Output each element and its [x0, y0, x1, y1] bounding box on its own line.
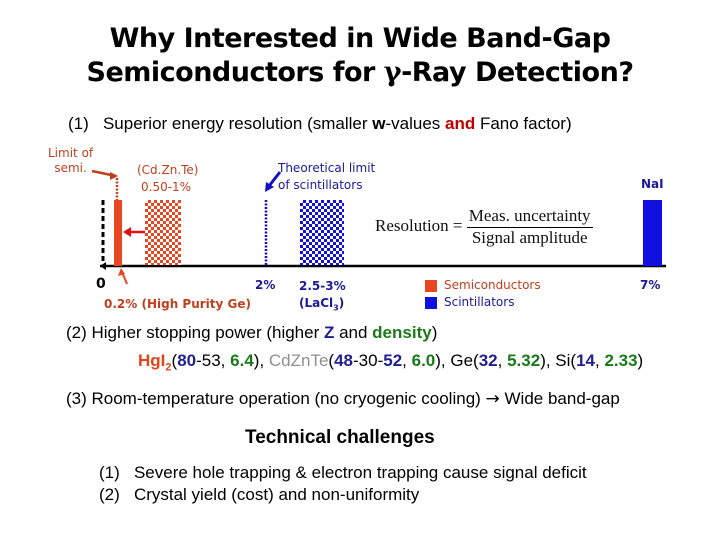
- text: -30-: [353, 351, 384, 370]
- text: ),: [435, 351, 451, 370]
- legend-item-semiconductors: Semiconductors: [425, 277, 541, 294]
- theoretical-limit-label: Theoretical limit of scintillators: [278, 160, 375, 194]
- cdznte-name: (Cd.Zn.Te): [137, 163, 199, 177]
- ge-z: 32: [478, 351, 498, 370]
- lacl3-text: ): [338, 296, 345, 310]
- text: ,: [402, 351, 412, 370]
- point-2-text: and: [334, 323, 373, 342]
- slide-title: Why Interested in Wide Band-Gap Semicond…: [0, 22, 720, 90]
- legend: Semiconductors Scintillators: [425, 277, 541, 311]
- label-line: Theoretical limit: [278, 161, 376, 175]
- lacl3-text: (LaCl: [299, 296, 334, 310]
- hgi2-z: 80: [177, 351, 197, 370]
- si-density: 2.33: [604, 351, 638, 370]
- hpge-label: 0.2% (High Purity Ge): [104, 297, 251, 311]
- tick-7pct: 7%: [640, 278, 661, 292]
- text: -53,: [196, 351, 231, 370]
- lacl3-subscript: 3: [333, 303, 339, 313]
- cdznte-bar: [145, 200, 181, 265]
- challenge-item: (2) Crystal yield (cost) and non-uniform…: [99, 485, 420, 504]
- label-line: of scintillators: [278, 178, 363, 192]
- title-text: Semiconductors for: [86, 57, 384, 88]
- nai-label: NaI: [641, 177, 664, 191]
- label-line: semi.: [54, 161, 87, 175]
- challenges-heading: Technical challenges: [245, 427, 435, 448]
- point-3: (3) Room-temperature operation (no cryog…: [66, 389, 620, 409]
- z-highlight: Z: [323, 323, 335, 342]
- ge-density: 5.32: [507, 351, 541, 370]
- si-z: 14: [576, 351, 595, 370]
- arrow-up-icon: [118, 268, 125, 276]
- cdznte-label: (Cd.Zn.Te) 0.50-1%: [137, 162, 199, 196]
- title-line-2: Semiconductors for γ-Ray Detection?: [0, 56, 720, 90]
- limit-of-semi-label: Limit of semi.: [48, 146, 93, 176]
- text: ,: [595, 351, 605, 370]
- cdznte-name: CdZnTe: [268, 351, 329, 370]
- point-1: (1) Superior energy resolution (smaller …: [68, 114, 572, 134]
- hpge-bar: [114, 200, 122, 266]
- cdznte-density: 6.0: [411, 351, 436, 370]
- tick-2pct: 2%: [255, 278, 276, 292]
- hgi2-name: HgI2: [138, 351, 172, 374]
- materials-line: HgI2(80-53, 6.4), CdZnTe(48-30-52, 6.0),…: [138, 351, 643, 377]
- resolution-formula: Resolution = Meas. uncertainty Signal am…: [375, 206, 593, 248]
- formula-numerator: Meas. uncertainty: [466, 206, 593, 228]
- w-text: w: [372, 114, 386, 133]
- lacl3-label: 2.5-3% (LaCl3): [299, 278, 346, 316]
- point-1-text: (1) Superior energy resolution (smaller: [68, 114, 373, 133]
- paren: (: [171, 351, 178, 370]
- resolution-diagram: Limit of semi. (Cd.Zn.Te) 0.50-1%: [48, 146, 666, 316]
- arrow-down-icon: [265, 182, 274, 192]
- lacl3-range: 2.5-3%: [299, 279, 346, 293]
- density-highlight: density: [372, 323, 432, 342]
- hgi2-subscript: 2: [165, 361, 172, 374]
- label-line: Limit of: [48, 146, 94, 160]
- point-1-text: Fano factor): [475, 114, 572, 133]
- ge-name: Ge(: [450, 351, 479, 370]
- point-2-text: (2) Higher stopping power (higher: [66, 323, 324, 342]
- arrow-left-icon: [123, 227, 131, 237]
- challenge-item: (1) Severe hole trapping & electron trap…: [99, 463, 587, 482]
- legend-label: Semiconductors: [444, 278, 541, 292]
- formula-fraction: Meas. uncertainty Signal amplitude: [466, 206, 593, 248]
- formula-denominator: Signal amplitude: [471, 228, 588, 247]
- point-2-text: ): [431, 323, 438, 342]
- text: ,: [497, 351, 508, 370]
- paren: (: [328, 351, 335, 370]
- point-2: (2) Higher stopping power (higher Z and …: [66, 323, 437, 343]
- and-highlight: and: [445, 114, 476, 133]
- tick-zero: 0: [96, 276, 106, 292]
- cdznte-z3: 52: [383, 351, 403, 370]
- legend-label: Scintillators: [444, 295, 515, 309]
- cdznte-z1: 48: [334, 351, 354, 370]
- point-3-text: (3) Room-temperature operation (no cryog…: [66, 389, 486, 408]
- diagram-graphics: [91, 169, 666, 285]
- challenges-list: (1) Severe hole trapping & electron trap…: [99, 462, 587, 506]
- text: ),: [253, 351, 269, 370]
- nai-bar: [643, 200, 662, 266]
- title-line-1: Why Interested in Wide Band-Gap: [109, 23, 611, 54]
- si-name: Si(: [555, 351, 577, 370]
- text: ): [637, 351, 644, 370]
- legend-item-scintillators: Scintillators: [425, 294, 541, 311]
- legend-swatch-semiconductors: [425, 279, 437, 292]
- hgi2-density: 6.4: [230, 351, 254, 370]
- point-1-text: -values: [385, 114, 445, 133]
- gamma-symbol: γ: [383, 57, 402, 88]
- title-text: -Ray Detection?: [401, 57, 634, 88]
- cdznte-range: 0.50-1%: [141, 180, 192, 194]
- legend-swatch-scintillators: [425, 296, 437, 309]
- arrow-right-icon: →: [485, 389, 500, 409]
- lacl3-bar: [300, 200, 344, 265]
- point-3-text: Wide band-gap: [499, 389, 620, 408]
- lacl3-name: (LaCl3): [299, 295, 346, 316]
- hgi2-text: HgI: [138, 351, 166, 370]
- formula-lhs: Resolution =: [375, 215, 463, 235]
- text: ),: [540, 351, 556, 370]
